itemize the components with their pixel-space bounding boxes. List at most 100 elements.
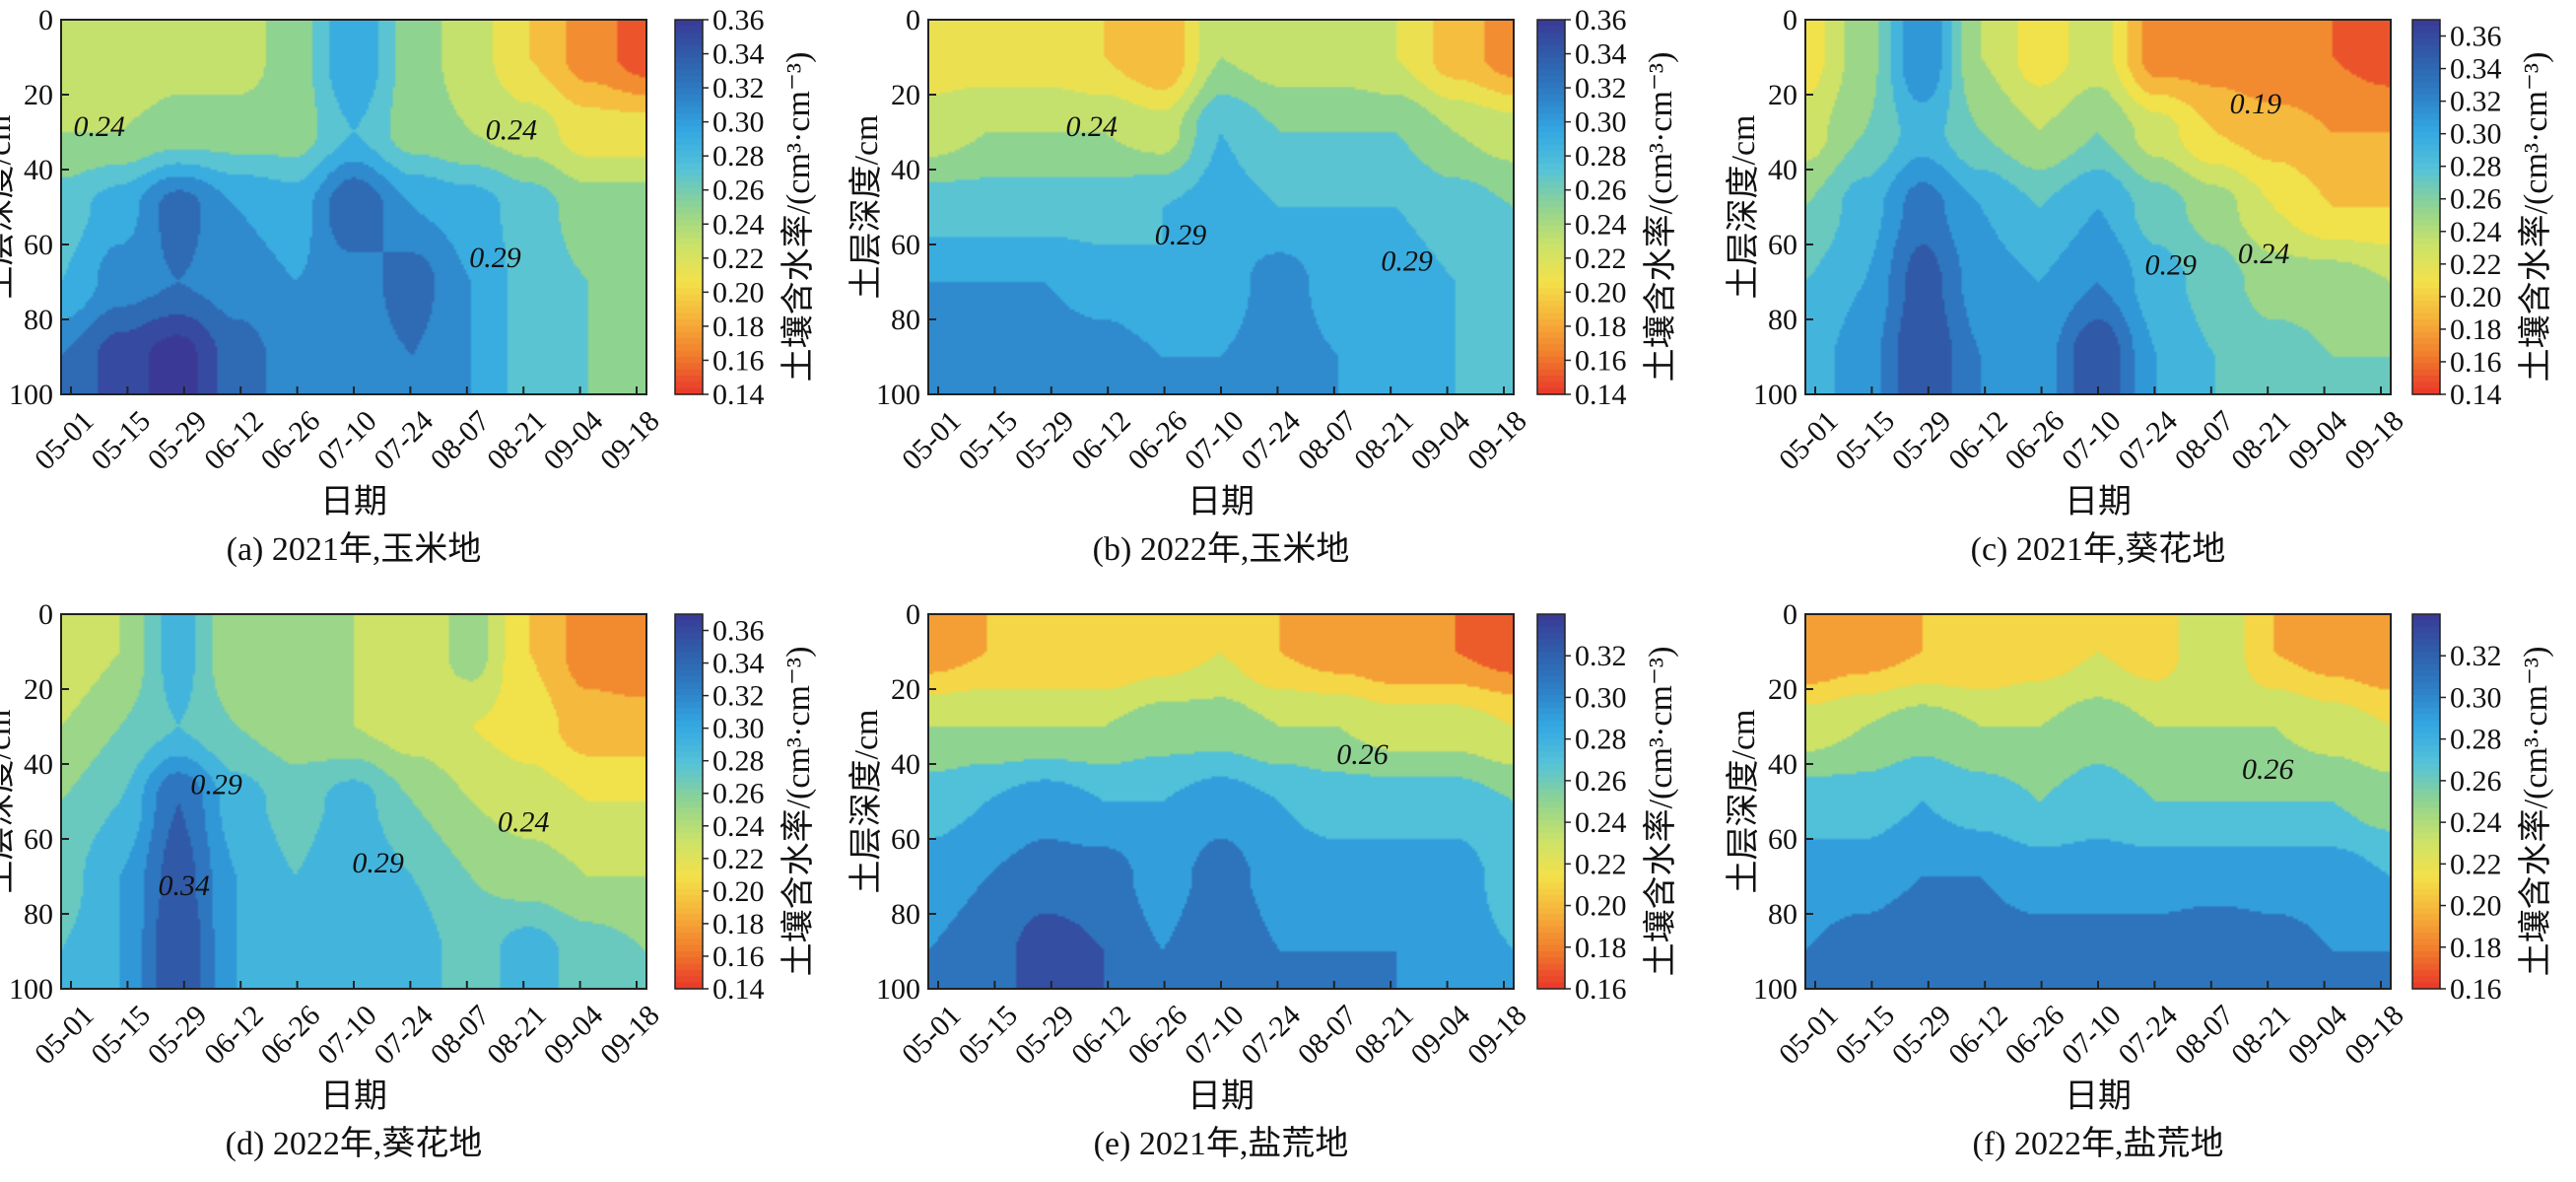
colorbar-tick-label: 0.26 bbox=[2450, 183, 2502, 216]
x-axis-label: 日期 bbox=[1187, 484, 1254, 521]
x-tick-label: 07-24 bbox=[2112, 404, 2184, 476]
colorbar-tick-label: 0.22 bbox=[1575, 848, 1627, 880]
colorbar-segment bbox=[675, 125, 703, 133]
colorbar-segment bbox=[675, 32, 703, 39]
y-tick-label: 0 bbox=[38, 4, 53, 36]
colorbar-segment bbox=[1537, 876, 1565, 883]
colorbar-tick-label: 0.32 bbox=[2450, 86, 2502, 118]
y-tick-label: 0 bbox=[1783, 598, 1797, 631]
colorbar-segment bbox=[2412, 869, 2440, 877]
colorbar-frame bbox=[674, 19, 704, 395]
x-tick-label: 06-26 bbox=[254, 999, 326, 1071]
colorbar-segment bbox=[1537, 226, 1565, 233]
x-tick-label: 06-26 bbox=[1999, 404, 2070, 476]
colorbar-segment bbox=[1537, 826, 1565, 834]
y-tick-label: 60 bbox=[1768, 229, 1797, 261]
colorbar-segment bbox=[2412, 858, 2440, 865]
colorbar-segment bbox=[675, 275, 703, 283]
colorbar-segment bbox=[2412, 113, 2440, 120]
colorbar-segment bbox=[2412, 764, 2440, 771]
x-tick-label: 05-29 bbox=[142, 404, 214, 476]
x-tick-label: 08-07 bbox=[425, 999, 497, 1071]
colorbar-segment bbox=[1537, 963, 1565, 971]
y-tick-label: 60 bbox=[1768, 823, 1797, 856]
colorbar-segment bbox=[2412, 194, 2440, 202]
colorbar-segment bbox=[2412, 76, 2440, 83]
colorbar-segment bbox=[2412, 38, 2440, 45]
colorbar-segment bbox=[2412, 119, 2440, 127]
y-tick-label: 0 bbox=[906, 598, 920, 631]
colorbar-segment bbox=[2412, 244, 2440, 251]
colorbar-segment bbox=[675, 658, 703, 665]
colorbar-segment bbox=[675, 727, 703, 733]
colorbar-segment bbox=[2412, 106, 2440, 114]
colorbar-segment bbox=[2412, 839, 2440, 846]
colorbar-segment bbox=[1537, 720, 1565, 728]
colorbar-segment bbox=[2412, 200, 2440, 208]
colorbar-segment bbox=[1537, 144, 1565, 152]
colorbar-segment bbox=[1537, 113, 1565, 120]
colorbar-tick-label: 0.28 bbox=[712, 140, 765, 173]
y-tick-label: 40 bbox=[891, 748, 920, 781]
x-tick-label: 07-10 bbox=[2056, 404, 2128, 476]
colorbar-segment bbox=[2412, 319, 2440, 326]
colorbar-segment bbox=[1537, 263, 1565, 270]
x-tick-label: 08-07 bbox=[1292, 999, 1364, 1071]
colorbar-tick-label: 0.16 bbox=[1575, 344, 1627, 377]
colorbar-tick-label: 0.14 bbox=[712, 973, 765, 1006]
colorbar-segment bbox=[675, 226, 703, 233]
colorbar-segment bbox=[675, 76, 703, 83]
colorbar-segment bbox=[675, 876, 703, 883]
colorbar-tick-label: 0.32 bbox=[712, 680, 765, 713]
y-axis-label: 土层深度/cm bbox=[1725, 710, 1762, 894]
x-tick-label: 09-04 bbox=[2281, 404, 2353, 476]
colorbar-segment bbox=[1537, 325, 1565, 333]
colorbar-tick-label: 0.30 bbox=[1575, 681, 1627, 714]
colorbar-segment bbox=[675, 38, 703, 45]
colorbar-segment bbox=[1537, 157, 1565, 165]
colorbar-segment bbox=[1537, 682, 1565, 690]
colorbar-segment bbox=[675, 57, 703, 64]
colorbar-segment bbox=[2412, 783, 2440, 790]
colorbar-segment bbox=[675, 188, 703, 195]
colorbar-segment bbox=[1537, 939, 1565, 946]
colorbar-segment bbox=[675, 633, 703, 640]
colorbar-tick-label: 0.16 bbox=[2450, 346, 2502, 379]
colorbar-segment bbox=[675, 982, 703, 990]
colorbar-segment bbox=[2412, 626, 2440, 634]
colorbar-segment bbox=[2412, 708, 2440, 715]
colorbar-tick-label: 0.20 bbox=[1575, 890, 1627, 923]
colorbar-segment bbox=[675, 387, 703, 395]
y-axis-label: 土层深度/cm bbox=[0, 710, 18, 894]
colorbar-tick-label: 0.26 bbox=[712, 174, 765, 207]
colorbar-segment bbox=[2412, 757, 2440, 765]
colorbar-segment bbox=[1537, 670, 1565, 677]
x-tick-label: 05-01 bbox=[1773, 999, 1845, 1071]
y-tick-label: 80 bbox=[891, 304, 920, 336]
colorbar-segment bbox=[2412, 914, 2440, 921]
colorbar-segment bbox=[1537, 219, 1565, 227]
colorbar-segment bbox=[2412, 20, 2440, 27]
colorbar-segment bbox=[1537, 776, 1565, 784]
colorbar-segment bbox=[1537, 387, 1565, 395]
heatmap-surface bbox=[1805, 614, 2391, 989]
colorbar-tick-label: 0.22 bbox=[712, 843, 765, 875]
colorbar-segment bbox=[675, 88, 703, 96]
colorbar-label: 土壤含水率/(cm³·cm⁻³) bbox=[780, 52, 817, 382]
colorbar-segment bbox=[675, 157, 703, 165]
colorbar-segment bbox=[675, 888, 703, 896]
colorbar-segment bbox=[1537, 57, 1565, 64]
colorbar-segment bbox=[1537, 331, 1565, 339]
x-tick-label: 05-29 bbox=[1886, 999, 1958, 1071]
colorbar-tick-label: 0.14 bbox=[1575, 379, 1627, 411]
x-tick-label: 09-04 bbox=[1404, 999, 1476, 1071]
colorbar-segment bbox=[675, 113, 703, 120]
x-tick-label: 09-18 bbox=[1461, 999, 1533, 1071]
colorbar-label: 土壤含水率/(cm³·cm⁻³) bbox=[1642, 647, 1679, 977]
colorbar-segment bbox=[1537, 188, 1565, 195]
colorbar-segment bbox=[2412, 357, 2440, 364]
colorbar-tick-label: 0.32 bbox=[2450, 640, 2502, 672]
colorbar-segment bbox=[1537, 920, 1565, 928]
colorbar-segment bbox=[2412, 845, 2440, 853]
colorbar-segment bbox=[1537, 789, 1565, 797]
